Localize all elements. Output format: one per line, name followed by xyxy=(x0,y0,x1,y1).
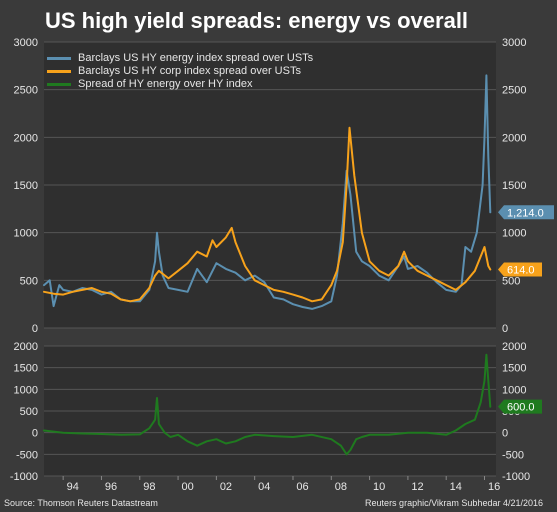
y-tick-label-right: 2500 xyxy=(502,85,526,97)
x-tick-label: 16 xyxy=(488,481,500,493)
x-tick-label: 00 xyxy=(182,481,194,493)
y-tick-label-left: 3000 xyxy=(14,37,38,49)
y-tick-label-right: 1500 xyxy=(502,363,526,375)
y-tick-label-left: 1500 xyxy=(14,180,38,192)
x-tick-label: 06 xyxy=(296,481,308,493)
legend-item-spread: Spread of HY energy over HY index xyxy=(47,78,313,91)
y-tick-label-right: 2000 xyxy=(502,132,526,144)
series-line-0-1 xyxy=(43,126,492,303)
y-tick-label-left: 0 xyxy=(32,323,38,335)
x-tick-label: 94 xyxy=(67,481,79,493)
y-tick-label-left: -1000 xyxy=(10,471,38,483)
x-tick-label: 12 xyxy=(411,481,423,493)
y-tick-label-right: -500 xyxy=(502,449,524,461)
legend-swatch-energy xyxy=(47,57,71,60)
y-tick-label-left: 2000 xyxy=(14,132,38,144)
x-tick-label: 02 xyxy=(220,481,232,493)
legend-swatch-spread xyxy=(47,83,71,86)
y-tick-label-right: 500 xyxy=(502,275,520,287)
legend-label-corp: Barclays US HY corp index spread over US… xyxy=(78,65,301,77)
x-tick-label: 14 xyxy=(450,481,462,493)
y-tick-label-left: 0 xyxy=(32,428,38,440)
y-tick-label-right: 2000 xyxy=(502,341,526,353)
legend-label-energy: Barclays US HY energy index spread over … xyxy=(78,52,314,64)
y-tick-label-left: 500 xyxy=(20,406,38,418)
y-tick-label-left: 1000 xyxy=(14,228,38,240)
legend-item-corp: Barclays US HY corp index spread over US… xyxy=(47,65,313,78)
chart-title: US high yield spreads: energy vs overall xyxy=(45,8,469,33)
source-note: Source: Thomson Reuters Datastream xyxy=(4,498,158,508)
legend-swatch-corp xyxy=(47,70,71,73)
y-tick-label-right: 0 xyxy=(502,428,508,440)
y-tick-label-right: 1500 xyxy=(502,180,526,192)
series-line-1-0 xyxy=(43,353,492,456)
end-value-label: 614.0 xyxy=(507,264,535,276)
end-value-tag xyxy=(498,262,542,277)
x-tick-label: 98 xyxy=(143,481,155,493)
legend-label-spread: Spread of HY energy over HY index xyxy=(78,78,253,90)
y-tick-label-right: -1000 xyxy=(502,471,530,483)
y-tick-label-right: 3000 xyxy=(502,37,526,49)
end-value-tag xyxy=(498,205,554,220)
end-value-tag xyxy=(498,399,542,414)
y-tick-label-right: 1000 xyxy=(502,384,526,396)
x-tick-label: 04 xyxy=(258,481,270,493)
y-tick-label-left: 1000 xyxy=(14,384,38,396)
y-tick-label-left: -500 xyxy=(16,449,38,461)
y-tick-label-right: 1000 xyxy=(502,228,526,240)
y-tick-label-left: 2000 xyxy=(14,341,38,353)
legend-item-energy: Barclays US HY energy index spread over … xyxy=(47,52,313,65)
end-value-label: 600.0 xyxy=(507,402,535,414)
credit-note: Reuters graphic/Vikram Subhedar 4/21/201… xyxy=(365,498,543,508)
y-tick-label-left: 2500 xyxy=(14,85,38,97)
x-tick-label: 10 xyxy=(373,481,385,493)
y-tick-label-left: 500 xyxy=(20,275,38,287)
chart-legend: Barclays US HY energy index spread over … xyxy=(47,52,313,91)
x-tick-label: 96 xyxy=(105,481,117,493)
y-tick-label-left: 1500 xyxy=(14,363,38,375)
end-value-label: 1,214.0 xyxy=(507,207,544,219)
y-tick-label-right: 0 xyxy=(502,323,508,335)
x-tick-label: 08 xyxy=(335,481,347,493)
